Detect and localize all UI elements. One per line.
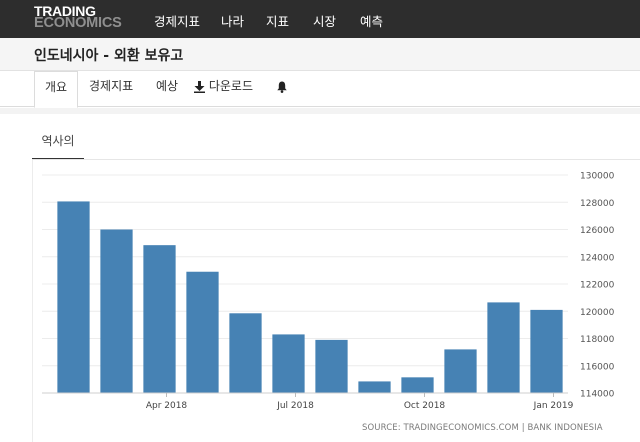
bar [186,271,219,393]
x-tick-label: Oct 2018 [404,401,446,411]
nav-item-indicators[interactable]: 경제지표 [154,14,201,29]
bell-icon [277,81,287,93]
trading-economics-logo[interactable]: TRADING ECONOMICS [34,4,134,34]
tab-history[interactable]: 역사의 [32,130,84,160]
tab-overview[interactable]: 개요 [34,71,79,108]
y-tick-label: 128000 [580,199,615,209]
bar [401,377,434,393]
nav-item-forecast[interactable]: 예측 [360,14,384,29]
y-tick-label: 116000 [580,362,615,372]
bar [315,339,348,393]
x-tick-label: Jan 2019 [533,401,574,411]
logo-line-1: TRADING [34,3,96,19]
y-tick-label: 118000 [580,335,615,345]
y-tick-label: 124000 [580,253,615,263]
tab-bar: 개요 경제지표 예상 다운로드 [0,71,640,108]
chart-source: SOURCE: TRADINGECONOMICS.COM | BANK INDO… [362,423,603,433]
bar [487,302,520,393]
y-tick-label: 126000 [580,226,615,236]
y-tick-label: 120000 [580,308,615,318]
tab-download-label: 다운로드 [208,79,253,93]
bar [57,201,90,393]
bar [143,245,176,393]
nav-item-countries[interactable]: 나라 [221,14,245,29]
x-tick-label: Jul 2018 [276,401,314,411]
history-tab-underline [32,159,640,160]
tab-history-label: 역사의 [41,134,75,148]
tab-indicators[interactable]: 경제지표 [89,71,133,107]
y-tick-label: 130000 [580,172,615,182]
top-navbar: TRADING ECONOMICS 경제지표 나라 지표 시장 예측 [0,0,640,38]
bar [358,381,391,393]
bar [229,313,262,393]
tab-forecast-label: 예상 [156,79,179,93]
tab-overview-label: 개요 [45,80,68,94]
logo-line-2: ECONOMICS [34,15,122,31]
page-title: 인도네시아 - 외환 보유고 [34,48,184,64]
nav-item-metrics[interactable]: 지표 [266,14,290,29]
tab-notifications[interactable] [277,71,287,107]
bar [100,229,133,393]
bar [444,349,477,393]
chart-panel: 114000 116000 118000 120000 122000 124000 1260… [32,160,640,442]
section-divider [0,108,640,114]
tab-forecast[interactable]: 예상 [156,71,178,107]
x-tick-label: Apr 2018 [146,401,188,411]
y-tick-label: 114000 [580,390,615,400]
bar [530,309,563,393]
download-icon [194,80,205,93]
tab-indicators-label: 경제지표 [89,79,134,93]
title-bar: 인도네시아 - 외환 보유고 [0,38,640,71]
tab-download[interactable]: 다운로드 [194,71,253,107]
y-tick-label: 122000 [580,281,615,291]
reserves-bar-chart: 114000 116000 118000 120000 122000 124000 1260… [42,172,615,411]
nav-item-markets[interactable]: 시장 [313,14,337,29]
bar [272,334,305,393]
